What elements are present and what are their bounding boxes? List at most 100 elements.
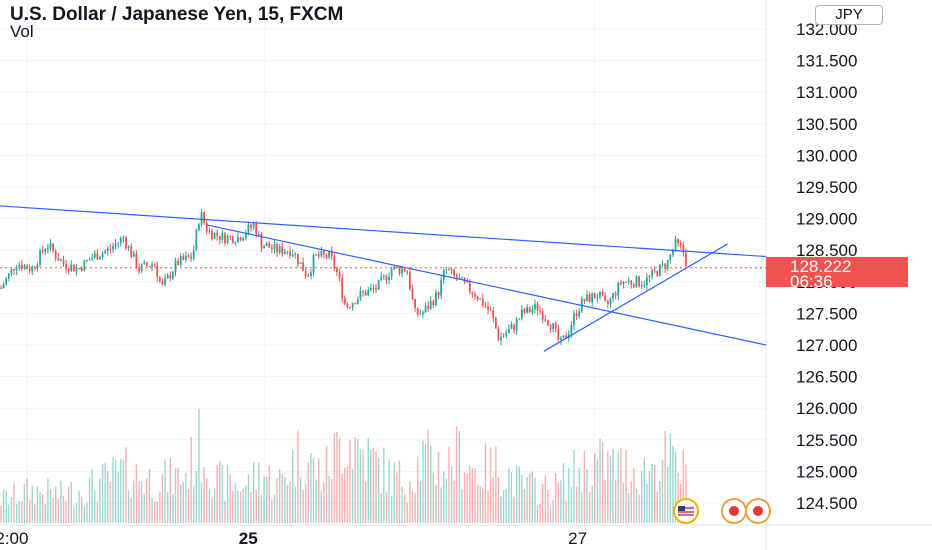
volume-bar bbox=[60, 480, 62, 523]
volume-bar bbox=[380, 493, 382, 523]
candle-body bbox=[599, 291, 601, 298]
candle-body bbox=[127, 246, 130, 248]
currency-button[interactable]: JPY bbox=[815, 5, 883, 25]
candle-body bbox=[450, 269, 453, 271]
trendline[interactable] bbox=[206, 224, 767, 346]
volume-bar bbox=[463, 472, 466, 523]
candle-body bbox=[346, 303, 349, 308]
candle-body bbox=[349, 307, 351, 309]
volume-bar bbox=[180, 485, 182, 523]
candle-body bbox=[510, 324, 513, 329]
candle-body bbox=[682, 245, 685, 253]
volume-bar bbox=[638, 494, 640, 523]
trendline[interactable] bbox=[543, 243, 729, 352]
volume-bar bbox=[625, 449, 627, 523]
volume-bar bbox=[78, 490, 80, 523]
volume-bar bbox=[372, 447, 375, 523]
volume-bar bbox=[49, 489, 52, 523]
candle-body bbox=[166, 275, 169, 279]
candle-body bbox=[427, 306, 430, 309]
candle-body bbox=[484, 305, 487, 307]
candle-body bbox=[536, 304, 539, 311]
volume-bar bbox=[273, 494, 276, 523]
price-tick-label: 128.500 bbox=[796, 241, 857, 260]
volume-bar bbox=[505, 489, 507, 523]
candle-body bbox=[177, 260, 179, 266]
volume-bar bbox=[651, 463, 653, 523]
candle-body bbox=[231, 236, 234, 244]
volume-bar bbox=[346, 466, 349, 523]
candle-body bbox=[669, 254, 672, 261]
volume-bar bbox=[518, 466, 520, 523]
candle-body bbox=[648, 275, 651, 278]
candle-body bbox=[547, 320, 549, 326]
volume-bar bbox=[508, 469, 510, 523]
volume-bar bbox=[187, 488, 190, 523]
volume-bar bbox=[307, 462, 310, 523]
candle-body bbox=[310, 272, 312, 277]
candle-body bbox=[528, 306, 531, 312]
volume-bar bbox=[411, 491, 414, 523]
candle-body bbox=[531, 309, 534, 312]
candle-body bbox=[213, 232, 216, 239]
candle-body bbox=[635, 276, 638, 288]
candle-body bbox=[539, 310, 542, 312]
candle-body bbox=[625, 281, 627, 283]
volume-bar bbox=[127, 490, 130, 523]
candle-body bbox=[526, 306, 528, 313]
candle-body bbox=[609, 298, 612, 305]
candle-body bbox=[67, 268, 70, 271]
candle-body bbox=[297, 253, 299, 264]
volume-bar bbox=[443, 471, 445, 523]
candle-body bbox=[463, 277, 466, 282]
volume-bar bbox=[586, 469, 588, 523]
volume-bar bbox=[5, 491, 7, 523]
candle-body bbox=[145, 262, 148, 267]
trendline[interactable] bbox=[0, 205, 767, 258]
candle-body bbox=[541, 311, 544, 320]
candle-body bbox=[73, 264, 75, 272]
volume-bar bbox=[489, 447, 492, 523]
candle-body bbox=[229, 236, 232, 238]
volume-bar bbox=[674, 452, 677, 523]
candle-body bbox=[354, 303, 357, 305]
volume-bar bbox=[226, 464, 229, 523]
volume-bar bbox=[286, 484, 289, 523]
candle-body bbox=[109, 248, 112, 250]
candle-body bbox=[401, 268, 403, 274]
candle-body bbox=[312, 255, 315, 273]
candle-body bbox=[289, 251, 291, 256]
volume-bar bbox=[461, 489, 463, 523]
candle-body bbox=[260, 234, 263, 249]
volume-bar bbox=[682, 449, 685, 523]
volume-bar bbox=[148, 469, 151, 523]
candle-body bbox=[406, 271, 409, 273]
candle-body bbox=[419, 314, 422, 316]
candle-body bbox=[218, 235, 221, 240]
volume-bar bbox=[435, 484, 437, 523]
volume-bar bbox=[75, 502, 78, 523]
volume-bar bbox=[114, 459, 117, 523]
candle-body bbox=[489, 309, 492, 311]
volume-bar bbox=[351, 468, 354, 523]
candle-body bbox=[135, 253, 138, 268]
volume-bar bbox=[630, 481, 632, 523]
volume-bar bbox=[31, 485, 33, 523]
volume-bar bbox=[263, 476, 265, 523]
volume-bar bbox=[200, 482, 203, 523]
volume-bar bbox=[328, 476, 330, 523]
volume-bar bbox=[39, 491, 41, 523]
volume-bar bbox=[341, 473, 343, 523]
candle-body bbox=[372, 287, 375, 289]
volume-bar bbox=[596, 459, 599, 523]
volume-bar bbox=[94, 490, 96, 523]
volume-bar bbox=[549, 506, 552, 523]
volume-bar bbox=[310, 453, 312, 523]
volume-bar bbox=[656, 491, 659, 523]
volume-bar bbox=[291, 449, 294, 523]
volume-bar bbox=[302, 489, 304, 523]
flag-canton bbox=[678, 506, 685, 511]
volume-bar bbox=[555, 473, 557, 523]
candle-body bbox=[388, 276, 390, 281]
